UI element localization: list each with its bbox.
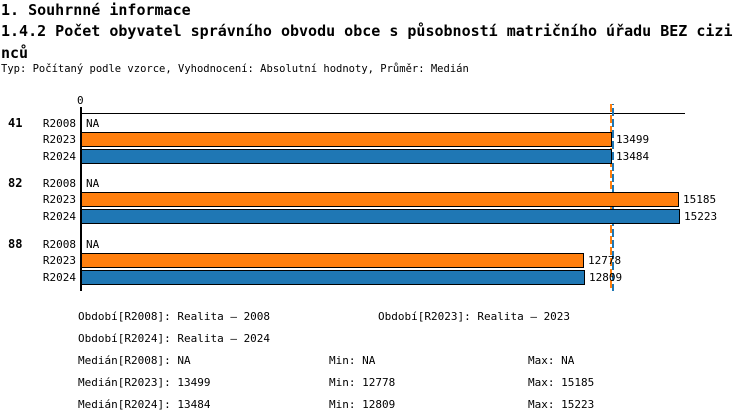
stat-max-r2008: Max: NA <box>528 354 575 367</box>
bar-r2024 <box>81 149 612 164</box>
axis-zero-label: 0 <box>77 94 84 107</box>
bar-value-label: 12778 <box>588 254 622 267</box>
stat-median-r2023: Medián[R2023]: 13499 <box>78 376 211 389</box>
bar-value-label: 13499 <box>616 133 650 146</box>
bar-row-label: R2024 <box>42 271 76 284</box>
bar-value-label: 15185 <box>683 193 717 206</box>
group-label: 88 <box>8 237 23 251</box>
bar-row-label: R2023 <box>42 254 76 267</box>
bar-chart: 0 41 R2008 NA R2023 13499 R2024 13484 82 R2008 NA… <box>0 90 750 300</box>
stat-min-r2023: Min: 12778 <box>329 376 396 389</box>
bar-r2024 <box>81 209 680 224</box>
report-subtitle: 1.4.2 Počet obyvatel správního obvodu ob… <box>1 22 733 62</box>
na-value-label: NA <box>86 177 100 190</box>
na-value-label: NA <box>86 238 100 251</box>
legend-period-r2024: Období[R2024]: Realita – 2024 <box>78 332 271 345</box>
bar-value-label: 15223 <box>684 210 718 223</box>
bar-r2024 <box>81 270 585 285</box>
stat-max-r2024: Max: 15223 <box>528 398 595 411</box>
bar-r2023 <box>81 132 612 147</box>
legend-period-r2023: Období[R2023]: Realita – 2023 <box>378 310 571 323</box>
stat-median-r2008: Medián[R2008]: NA <box>78 354 191 367</box>
stat-max-r2023: Max: 15185 <box>528 376 595 389</box>
stat-min-r2008: Min: NA <box>329 354 376 367</box>
bar-row-label: R2023 <box>42 133 76 146</box>
bar-value-label: 13484 <box>616 150 650 163</box>
stat-min-r2024: Min: 12809 <box>329 398 396 411</box>
na-value-label: NA <box>86 117 100 130</box>
group-label: 41 <box>8 116 23 130</box>
report-meta-line: Typ: Počítaný podle vzorce, Vyhodnocení:… <box>1 63 469 75</box>
report-title: 1. Souhrnné informace <box>1 1 191 19</box>
bar-row-label: R2024 <box>42 150 76 163</box>
legend-period-r2008: Období[R2008]: Realita – 2008 <box>78 310 271 323</box>
bar-row-label: R2008 <box>42 238 76 251</box>
bar-row-label: R2008 <box>42 177 76 190</box>
x-axis-line <box>81 113 685 114</box>
bar-row-label: R2024 <box>42 210 76 223</box>
bar-row-label: R2008 <box>42 117 76 130</box>
bar-r2023 <box>81 192 679 207</box>
stat-median-r2024: Medián[R2024]: 13484 <box>78 398 211 411</box>
group-label: 82 <box>8 176 23 190</box>
bar-value-label: 12809 <box>589 271 623 284</box>
bar-row-label: R2023 <box>42 193 76 206</box>
bar-r2023 <box>81 253 584 268</box>
